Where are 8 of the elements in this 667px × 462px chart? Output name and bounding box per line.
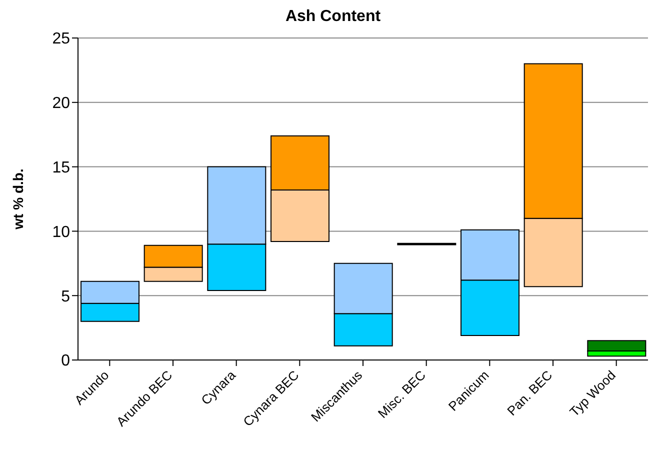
- y-tick-label: 5: [61, 288, 70, 306]
- y-tick-label: 10: [52, 224, 70, 241]
- y-tick-label: 25: [52, 30, 70, 48]
- y-axis-title: wt % d.b.: [10, 168, 26, 230]
- y-tick-label: 0: [61, 352, 70, 370]
- chart-title: Ash Content: [284, 8, 382, 27]
- y-tick-label: 15: [52, 159, 70, 176]
- y-tick-label: 20: [52, 95, 70, 112]
